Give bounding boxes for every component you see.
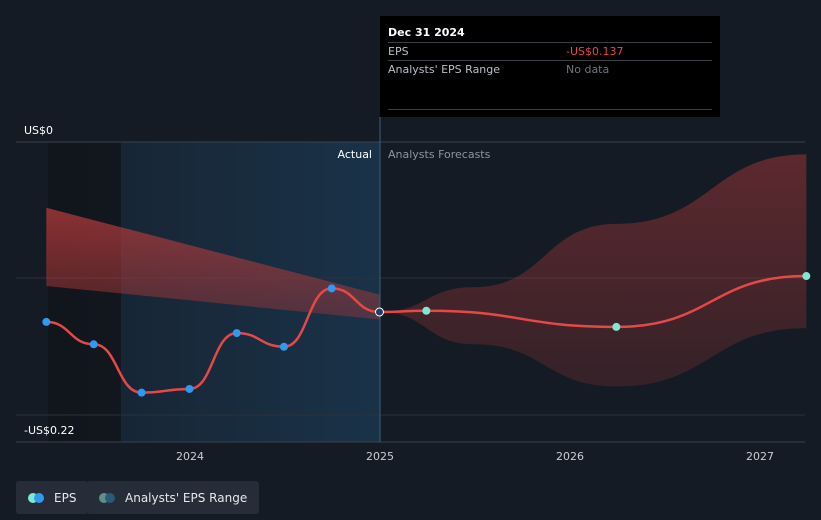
legend-eps-label: EPS xyxy=(54,490,77,505)
y-tick-label: -US$0.22 xyxy=(24,424,75,437)
tooltip-date: Dec 31 2024 xyxy=(388,26,465,39)
eps-actual-point xyxy=(137,388,146,397)
forecast-label: Analysts Forecasts xyxy=(388,148,491,161)
legend-range-label: Analysts' EPS Range xyxy=(125,490,248,505)
tooltip: Dec 31 2024 EPS -US$0.137 Analysts' EPS … xyxy=(380,16,720,117)
x-tick-label: 2024 xyxy=(176,450,204,463)
eps-actual-point xyxy=(374,307,384,317)
eps-range-band xyxy=(46,207,380,320)
eps-actual-point xyxy=(327,284,336,293)
y-tick-label: US$0 xyxy=(24,124,53,137)
eps-actual-point xyxy=(232,329,241,338)
eps-forecast-point xyxy=(422,306,431,315)
eps-forecast-point xyxy=(612,322,621,331)
eps-actual-point xyxy=(185,384,194,393)
eps-actual-point xyxy=(279,342,288,351)
tooltip-divider xyxy=(388,109,712,110)
range-legend-icon xyxy=(99,492,117,503)
eps-forecast-point xyxy=(802,272,811,281)
eps-legend-icon xyxy=(28,492,46,503)
eps-actual-point xyxy=(89,340,98,349)
eps-range-band xyxy=(379,154,807,387)
tooltip-eps-row: EPS -US$0.137 xyxy=(388,42,712,60)
eps-actual-line xyxy=(45,287,381,394)
x-tick-label: 2025 xyxy=(366,450,394,463)
eps-actual-point xyxy=(42,317,51,326)
tooltip-eps-label: EPS xyxy=(388,45,409,58)
tooltip-eps-value: -US$0.137 xyxy=(566,45,624,58)
x-tick-label: 2027 xyxy=(746,450,774,463)
eps-forecast-line xyxy=(378,274,808,329)
tooltip-range-label: Analysts' EPS Range xyxy=(388,63,501,76)
actual-label: Actual xyxy=(338,148,372,161)
tooltip-range-row: Analysts' EPS Range No data xyxy=(388,60,712,78)
legend-eps[interactable]: EPS xyxy=(16,481,89,514)
legend-range[interactable]: Analysts' EPS Range xyxy=(87,481,260,514)
x-tick-label: 2026 xyxy=(556,450,584,463)
tooltip-range-value: No data xyxy=(566,63,610,76)
